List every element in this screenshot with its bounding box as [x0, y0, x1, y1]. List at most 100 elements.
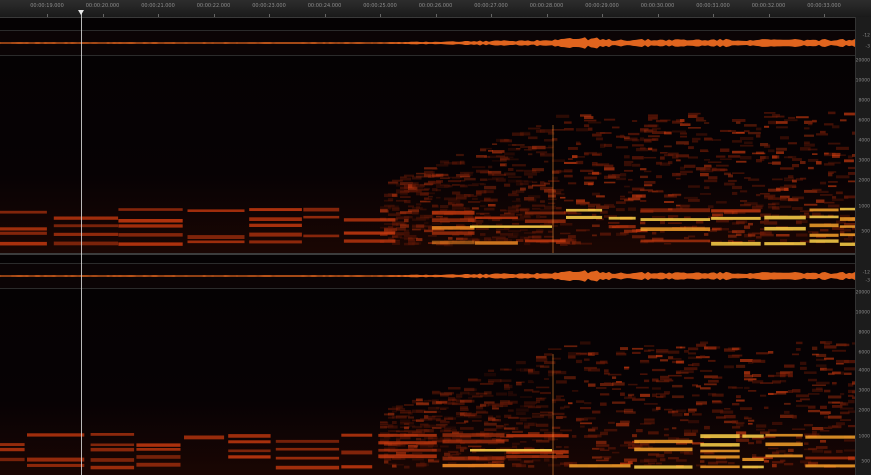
- spectral-harmonic: [768, 429, 777, 432]
- channel-1-spectrogram[interactable]: [0, 56, 855, 253]
- spectral-note-band: [118, 219, 183, 223]
- channel-2-spectrogram[interactable]: [0, 289, 855, 475]
- ruler-tick: [380, 14, 381, 17]
- spectral-harmonic: [432, 399, 439, 402]
- playhead-marker-icon[interactable]: [78, 10, 84, 15]
- spectral-harmonic: [784, 187, 789, 192]
- spectral-harmonic: [476, 392, 488, 395]
- spectral-harmonic: [468, 396, 473, 399]
- spectral-harmonic: [408, 205, 415, 208]
- spectral-harmonic: [604, 372, 610, 375]
- spectral-harmonic: [524, 214, 530, 218]
- spectral-harmonic: [480, 178, 488, 181]
- spectral-note-band: [118, 242, 183, 246]
- spectral-harmonic: [384, 443, 398, 446]
- spectral-harmonic: [672, 120, 683, 124]
- spectral-harmonic: [832, 349, 846, 352]
- spectral-harmonic: [508, 179, 522, 183]
- spectral-harmonic: [544, 436, 552, 440]
- spectral-harmonic: [388, 407, 399, 411]
- spectral-harmonic: [488, 172, 495, 176]
- spectral-harmonic: [436, 189, 441, 192]
- spectral-harmonic: [764, 219, 769, 222]
- spectral-harmonic: [744, 386, 750, 390]
- spectral-note-band: [765, 442, 803, 447]
- spectral-harmonic: [676, 154, 690, 158]
- spectral-harmonic: [676, 141, 689, 145]
- time-ruler[interactable]: 00:00:19.000 00:00:20.000 00:00:21.000 00:0…: [0, 0, 871, 18]
- spectral-harmonic: [792, 428, 806, 431]
- spectral-harmonic: [516, 408, 529, 412]
- spectral-harmonic: [392, 464, 404, 466]
- spectral-harmonic: [440, 445, 449, 448]
- spectral-harmonic: [664, 379, 674, 382]
- channel-divider[interactable]: [0, 253, 871, 255]
- spectral-harmonic: [572, 435, 577, 438]
- spectral-harmonic: [396, 430, 409, 433]
- spectral-harmonic: [772, 380, 781, 384]
- spectral-harmonic: [636, 194, 643, 198]
- spectral-harmonic: [460, 406, 468, 410]
- spectral-harmonic: [736, 364, 746, 368]
- spectral-harmonic: [388, 462, 397, 466]
- spectral-harmonic: [556, 240, 570, 244]
- spectral-harmonic: [528, 369, 534, 373]
- spectral-harmonic: [780, 371, 793, 374]
- spectral-harmonic: [828, 372, 835, 376]
- channel-1-waveform-lane[interactable]: [0, 30, 855, 56]
- spectral-harmonic: [412, 176, 422, 180]
- spectral-note-band: [839, 225, 855, 228]
- spectral-harmonic: [680, 204, 691, 208]
- spectral-harmonic: [416, 437, 421, 441]
- spectral-note-band: [608, 225, 636, 229]
- spectral-harmonic: [560, 429, 572, 432]
- spectral-harmonic: [452, 234, 460, 236]
- spectral-harmonic: [392, 207, 400, 211]
- spectral-harmonic: [744, 124, 757, 127]
- spectral-harmonic: [632, 434, 637, 438]
- spectral-harmonic: [740, 407, 753, 411]
- spectral-harmonic: [596, 218, 604, 221]
- frequency-scale-label: 1000: [858, 204, 870, 210]
- spectral-harmonic: [448, 176, 462, 179]
- spectral-harmonic: [496, 415, 501, 418]
- spectral-harmonic: [568, 355, 576, 359]
- spectral-harmonic: [628, 461, 633, 464]
- spectral-note-band: [524, 239, 566, 243]
- spectral-harmonic: [520, 368, 533, 372]
- spectral-harmonic: [484, 215, 491, 218]
- spectral-harmonic: [716, 164, 729, 167]
- spectral-harmonic: [644, 184, 653, 187]
- spectral-harmonic: [456, 444, 461, 448]
- playhead-line[interactable]: [81, 10, 82, 475]
- spectral-harmonic: [748, 232, 762, 235]
- spectral-harmonic: [448, 417, 456, 420]
- spectral-note-band: [431, 240, 475, 245]
- spectral-harmonic: [476, 169, 490, 173]
- channel-2-waveform-lane[interactable]: [0, 263, 855, 289]
- spectral-harmonic: [824, 345, 837, 349]
- spectral-harmonic: [388, 181, 399, 185]
- spectral-harmonic: [772, 451, 780, 455]
- spectral-harmonic: [700, 355, 706, 358]
- spectral-harmonic: [768, 447, 779, 450]
- spectral-harmonic: [432, 390, 440, 393]
- spectral-harmonic: [516, 213, 523, 216]
- spectral-harmonic: [428, 436, 438, 440]
- spectral-harmonic: [660, 375, 670, 379]
- spectral-harmonic: [752, 184, 766, 187]
- spectral-note-band: [839, 233, 855, 237]
- spectral-harmonic: [568, 402, 573, 405]
- spectral-harmonic: [404, 426, 409, 430]
- frequency-scale-label: -12: [862, 33, 870, 39]
- spectral-harmonic: [812, 188, 822, 191]
- spectral-harmonic: [812, 388, 823, 392]
- spectral-harmonic: [504, 239, 513, 242]
- spectral-harmonic: [500, 403, 508, 407]
- spectral-harmonic: [624, 185, 630, 188]
- spectral-harmonic: [656, 392, 670, 396]
- spectral-harmonic: [824, 201, 835, 204]
- spectral-harmonic: [824, 450, 832, 454]
- spectral-harmonic: [620, 420, 630, 424]
- spectral-harmonic: [396, 408, 406, 412]
